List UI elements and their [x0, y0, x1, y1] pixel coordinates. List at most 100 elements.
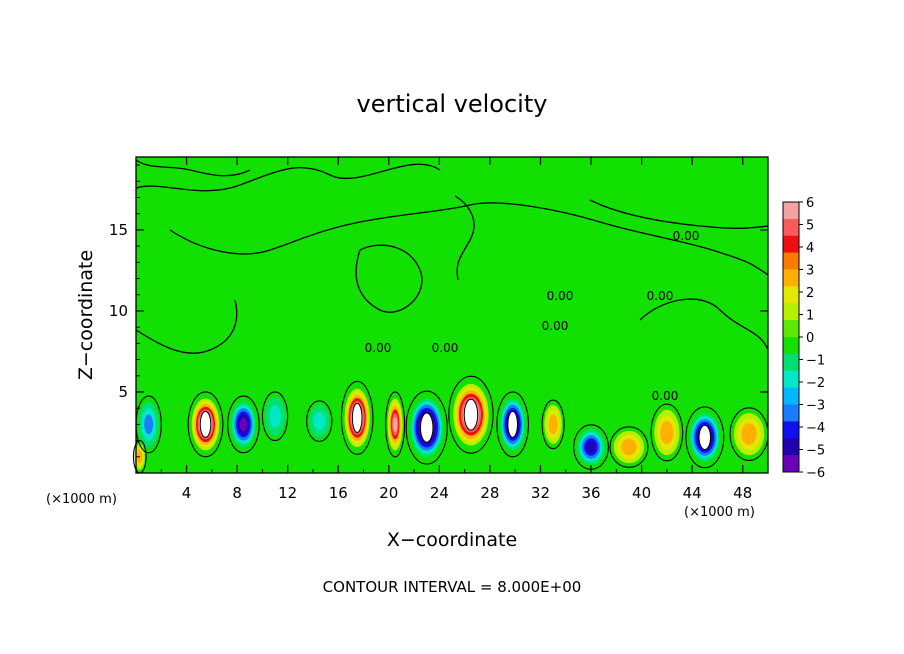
velocity-cell-4 [410, 398, 444, 457]
x-tick-label: 36 [581, 484, 600, 502]
zero-contour-6 [454, 195, 475, 281]
colorbar-tick-label: 0 [806, 331, 814, 346]
feature-contour-16 [306, 400, 333, 442]
contour-label-1: 0.00 [647, 289, 674, 303]
velocity-level [621, 438, 637, 456]
x-tick-label: 16 [329, 484, 348, 502]
colorbar-swatch [783, 404, 799, 422]
x-tick-label: 12 [278, 484, 297, 502]
velocity-cell-0 [191, 398, 220, 451]
velocity-level [548, 414, 558, 435]
feature-contour-5 [448, 375, 494, 454]
contour-label-5: 0.00 [547, 289, 574, 303]
x-units-left: (×1000 m) [46, 492, 117, 507]
velocity-cell-15 [264, 396, 286, 436]
chart-title: vertical velocity [357, 90, 548, 118]
y-tick-label: 5 [118, 383, 128, 401]
x-tick-label: 20 [379, 484, 398, 502]
velocity-cell-5 [453, 383, 489, 446]
feature-contour-1 [227, 395, 260, 454]
x-tick-label: 28 [480, 484, 499, 502]
velocity-core [463, 398, 479, 431]
velocity-level [313, 411, 326, 431]
zero-contour-1 [169, 202, 769, 276]
velocity-cell-12 [733, 413, 765, 456]
zero-contour-7 [589, 199, 769, 229]
colorbar-tick-label: −1 [806, 354, 825, 369]
zero-contour-0 [135, 163, 441, 192]
contour-label-3: 0.00 [432, 341, 459, 355]
colorbar-swatch [783, 320, 799, 338]
heatmap-field [134, 157, 768, 473]
velocity-cell-7 [544, 404, 562, 444]
colorbar-swatch [783, 337, 799, 355]
feature-contour-10 [650, 403, 684, 462]
colorbar-swatch [783, 303, 799, 321]
colorbar-tick-label: 2 [806, 286, 814, 301]
zero-contour-3 [355, 244, 423, 313]
velocity-core [698, 424, 712, 451]
colorbar-swatch [783, 202, 799, 220]
x-tick-label: 40 [632, 484, 651, 502]
velocity-core [199, 410, 212, 438]
colorbar-tick-label: −2 [806, 376, 825, 391]
colorbar: 6 5 4 3 2 1 0 −1 −2 −3 −4 −5 −6 [782, 196, 825, 481]
x-axis-label: X−coordinate [387, 529, 517, 551]
colorbar-tick-label: 4 [806, 241, 814, 256]
velocity-level [741, 423, 757, 445]
velocity-cell-16 [309, 404, 330, 438]
y-axis-label: Z−coordinate [75, 250, 97, 380]
colorbar-tick-label: 5 [806, 219, 814, 234]
feature-contour-7 [541, 399, 565, 450]
colorbar-swatch [783, 353, 799, 372]
x-tick-label: 44 [683, 484, 702, 502]
colorbar-tick-label: 3 [806, 264, 814, 279]
colorbar-swatch [783, 252, 799, 270]
feature-contour-0 [187, 391, 224, 458]
velocity-level [239, 417, 248, 432]
velocity-cell-11 [689, 413, 720, 462]
velocity-cell-13 [138, 401, 159, 448]
feature-contour-4 [405, 390, 448, 465]
colorbar-swatch [783, 269, 799, 287]
contour-label-4: 0.00 [542, 319, 569, 333]
velocity-cell-1 [230, 401, 257, 448]
colorbar-swatch [783, 387, 799, 405]
velocity-level [269, 405, 281, 428]
contour-lines: 0.00 0.00 0.00 0.00 0.00 0.00 0.00 [132, 159, 769, 474]
velocity-cell-6 [500, 398, 526, 451]
velocity-cell-2 [344, 388, 370, 448]
colorbar-swatch [783, 286, 799, 304]
colorbar-swatch [783, 421, 799, 439]
colorbar-tick-label: −5 [806, 444, 825, 459]
velocity-level [144, 414, 154, 435]
x-tick-label: 48 [733, 484, 752, 502]
velocity-core [507, 410, 518, 438]
contour-label-2: 0.00 [365, 341, 392, 355]
feature-contour-15 [261, 391, 289, 442]
zero-contour-4 [639, 298, 769, 351]
colorbar-swatch [783, 218, 799, 237]
zero-contour-2 [135, 299, 238, 354]
colorbar-tick-label: 6 [806, 196, 814, 211]
colorbar-tick-label: −3 [806, 399, 825, 414]
velocity-core [419, 412, 434, 443]
colorbar-tick-label: −6 [806, 466, 825, 481]
feature-contour-3 [385, 391, 406, 458]
velocity-level [392, 416, 398, 432]
contour-interval-note: CONTOUR INTERVAL = 8.000E+00 [323, 578, 582, 596]
colorbar-swatch [783, 455, 799, 473]
velocity-cell-3 [387, 398, 403, 451]
plot-frame [135, 156, 769, 474]
velocity-core [351, 402, 363, 433]
x-tick-label: 8 [232, 484, 242, 502]
velocity-cell-8 [577, 429, 605, 465]
velocity-level [586, 441, 596, 453]
velocity-cell-9 [613, 430, 645, 464]
y-tick-label: 15 [109, 221, 128, 239]
feature-contour-11 [685, 406, 725, 469]
feature-contour-6 [496, 391, 530, 458]
velocity-level [660, 420, 674, 445]
